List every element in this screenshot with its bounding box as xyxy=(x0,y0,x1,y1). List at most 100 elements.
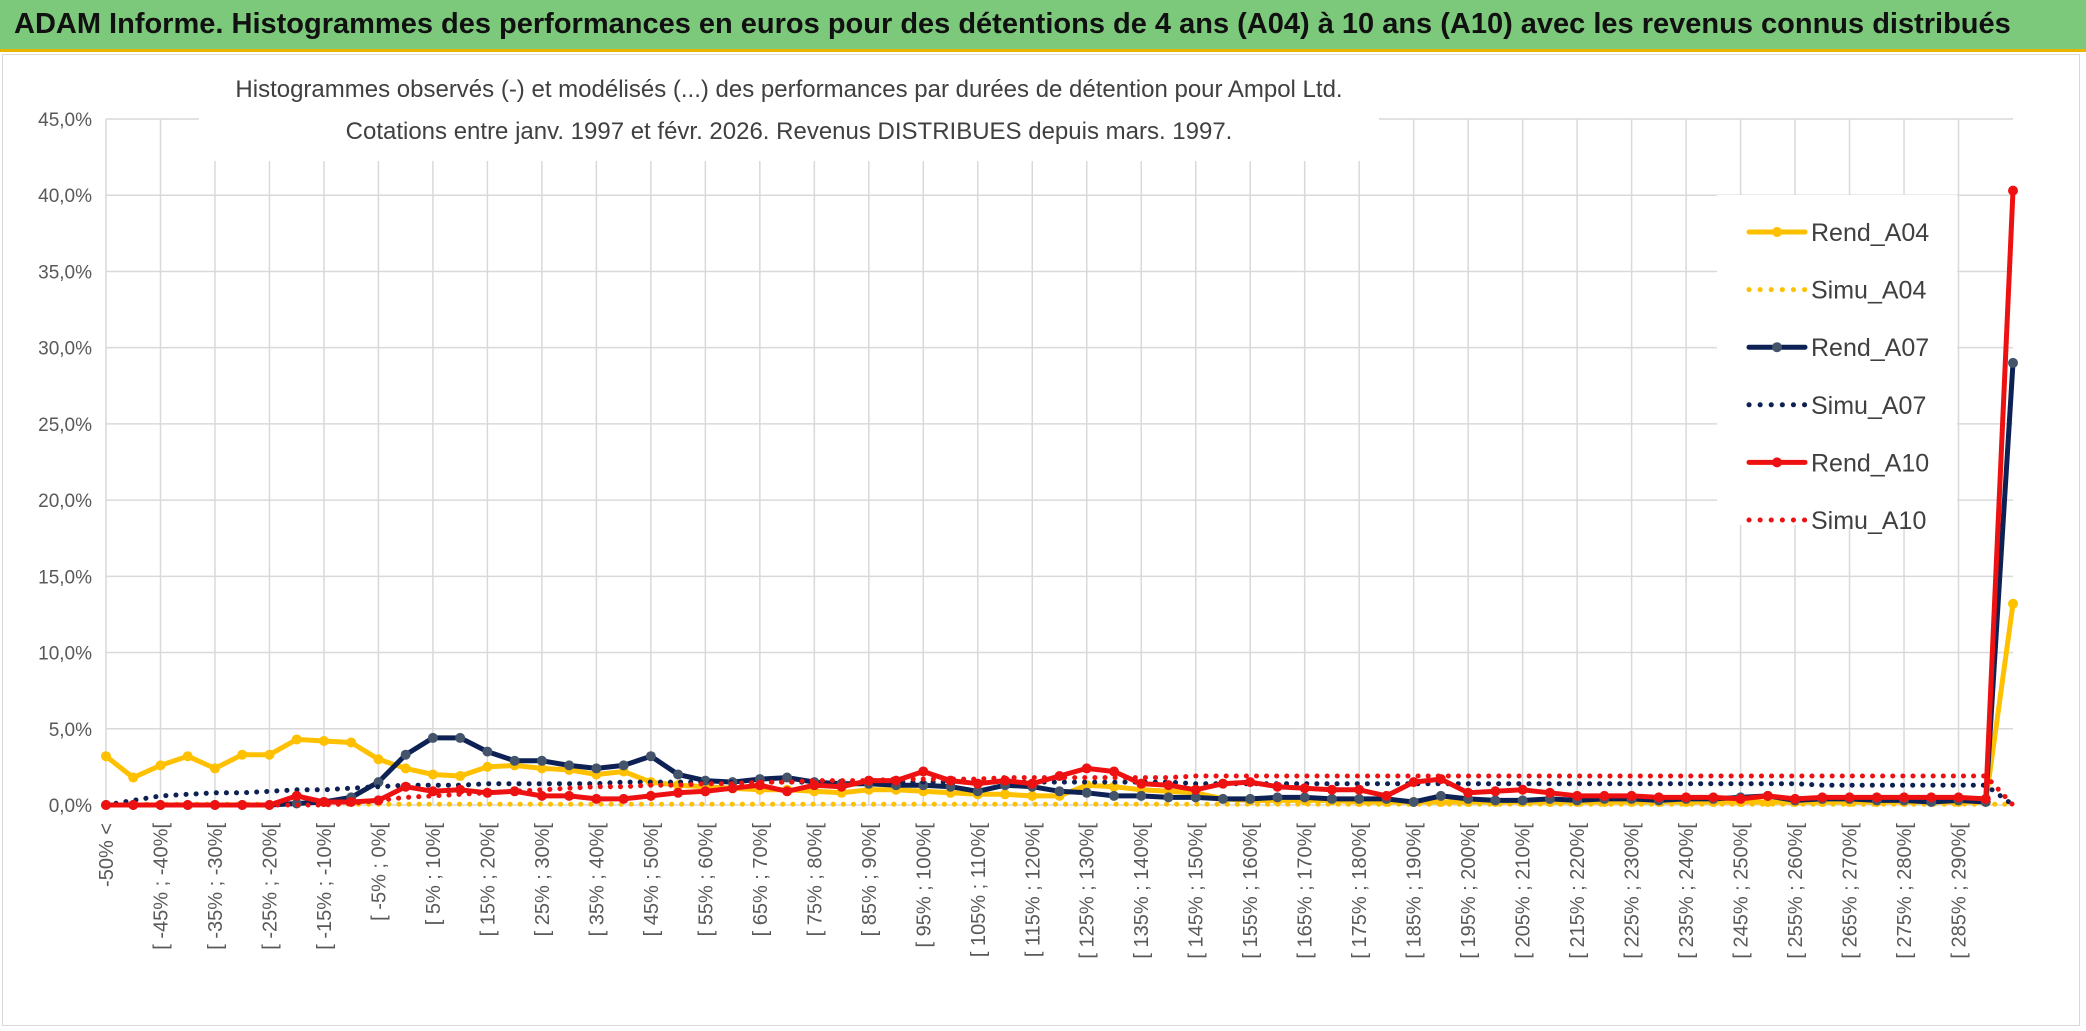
legend-item-rend_a04: Rend_A04 xyxy=(1746,219,1929,247)
x-tick-label: [ 15% ; 20%[ xyxy=(477,823,499,937)
x-tick-label: [ 45% ; 50%[ xyxy=(641,823,663,937)
data-point xyxy=(591,763,602,774)
legend-marker xyxy=(1772,457,1782,468)
x-tick-label: [ 115% ; 120%[ xyxy=(1022,823,1044,958)
chart-title-line1: Histogrammes observés (-) et modélisés (… xyxy=(235,76,1342,103)
data-point xyxy=(346,737,357,748)
x-tick-label: [ 75% ; 80%[ xyxy=(804,823,826,937)
legend-item-rend_a10: Rend_A10 xyxy=(1746,449,1929,477)
y-tick-label: 45,0% xyxy=(38,110,92,131)
x-tick-label: [ 65% ; 70%[ xyxy=(750,823,772,937)
y-tick-label: 0,0% xyxy=(49,796,92,817)
histogram-chart: 0,0% 5,0% 10,0% 15,0% 20,0% 25,0% 30,0% 35,0% 40… xyxy=(38,57,2018,959)
data-point xyxy=(1626,790,1637,801)
data-point xyxy=(1245,777,1256,788)
data-point xyxy=(1463,787,1474,798)
data-point xyxy=(1163,792,1174,803)
data-point xyxy=(536,790,547,801)
x-tick-label: [ 145% ; 150%[ xyxy=(1186,823,1208,959)
data-point xyxy=(1572,790,1583,801)
x-tick-label: [ 125% ; 130%[ xyxy=(1077,823,1099,959)
data-point xyxy=(673,769,684,780)
x-tick-label: [ 175% ; 180%[ xyxy=(1349,823,1371,959)
data-point xyxy=(782,786,793,797)
x-tick-label: [ 105% ; 110%[ xyxy=(968,823,990,958)
data-point xyxy=(1381,790,1392,801)
data-point xyxy=(836,781,847,792)
data-point xyxy=(1272,781,1283,792)
data-point xyxy=(2008,357,2018,368)
data-point xyxy=(1708,792,1719,803)
legend-background xyxy=(1717,195,1957,525)
data-point xyxy=(1000,789,1011,800)
x-tick-label: [ 55% ; 60%[ xyxy=(695,823,717,937)
data-point xyxy=(1354,793,1365,804)
legend-item-rend_a07: Rend_A07 xyxy=(1746,334,1929,362)
data-point xyxy=(1108,766,1119,777)
data-point xyxy=(1136,790,1147,801)
data-point xyxy=(1136,778,1147,789)
data-point xyxy=(455,784,466,795)
data-point xyxy=(1299,792,1310,803)
data-point xyxy=(400,763,411,774)
y-tick-label: 20,0% xyxy=(38,491,92,512)
data-point xyxy=(1081,787,1092,798)
data-point xyxy=(1217,793,1228,804)
data-point xyxy=(1490,795,1501,806)
data-point xyxy=(455,771,466,782)
data-point xyxy=(1245,793,1256,804)
data-point xyxy=(1217,778,1228,789)
data-point xyxy=(1681,792,1692,803)
legend-label: Rend_A04 xyxy=(1811,219,1929,247)
x-tick-label: [ 195% ; 200%[ xyxy=(1458,823,1480,959)
data-point xyxy=(291,734,302,745)
x-tick-label: [ 285% ; 290%[ xyxy=(1949,823,1971,959)
report-title: ADAM Informe. Histogrammes des performan… xyxy=(14,8,2011,40)
data-point xyxy=(482,746,493,757)
data-point xyxy=(1108,790,1119,801)
series-markers-rend_a10 xyxy=(101,185,2018,810)
legend-label: Simu_A07 xyxy=(1811,392,1926,420)
data-point xyxy=(1027,790,1038,801)
x-tick-label: -50% < xyxy=(96,823,118,887)
legend-label: Simu_A10 xyxy=(1811,507,1926,535)
data-point xyxy=(1817,792,1828,803)
data-point xyxy=(209,763,220,774)
data-point xyxy=(1408,796,1419,807)
x-tick-label: [ 135% ; 140%[ xyxy=(1131,823,1153,959)
data-point xyxy=(1735,793,1746,804)
y-tick-label: 10,0% xyxy=(38,644,92,665)
data-point xyxy=(1326,793,1337,804)
legend-item-simu_a10: Simu_A10 xyxy=(1746,507,1926,535)
x-tick-label: [ -25% ; -20%[ xyxy=(259,823,281,950)
legend-item-simu_a07: Simu_A07 xyxy=(1746,392,1926,420)
data-point xyxy=(564,760,575,771)
data-point xyxy=(427,786,438,797)
x-tick-label: [ 205% ; 210%[ xyxy=(1513,823,1535,959)
data-point xyxy=(1190,792,1201,803)
legend-marker xyxy=(1772,342,1782,353)
data-point xyxy=(400,781,411,792)
data-point xyxy=(1108,781,1119,792)
data-point xyxy=(482,761,493,772)
data-point xyxy=(400,749,411,760)
data-point xyxy=(1299,783,1310,794)
data-point xyxy=(1435,790,1446,801)
data-point xyxy=(2008,598,2018,609)
data-point xyxy=(1953,792,1964,803)
x-tick-label: [ 265% ; 270%[ xyxy=(1840,823,1862,959)
data-point xyxy=(1081,763,1092,774)
data-point xyxy=(1326,784,1337,795)
data-point xyxy=(700,786,711,797)
data-point xyxy=(618,760,629,771)
data-point xyxy=(1408,777,1419,788)
x-tick-label: [ -45% ; -40%[ xyxy=(150,823,172,950)
chart-frame: 0,0% 5,0% 10,0% 15,0% 20,0% 25,0% 30,0% 35,0% 40… xyxy=(2,54,2080,1026)
data-point xyxy=(155,800,166,810)
data-point xyxy=(101,751,111,762)
data-point xyxy=(1844,792,1855,803)
data-point xyxy=(536,755,547,766)
data-point xyxy=(264,749,275,760)
data-point xyxy=(128,772,139,783)
x-tick-label: [ 215% ; 220%[ xyxy=(1567,823,1589,959)
